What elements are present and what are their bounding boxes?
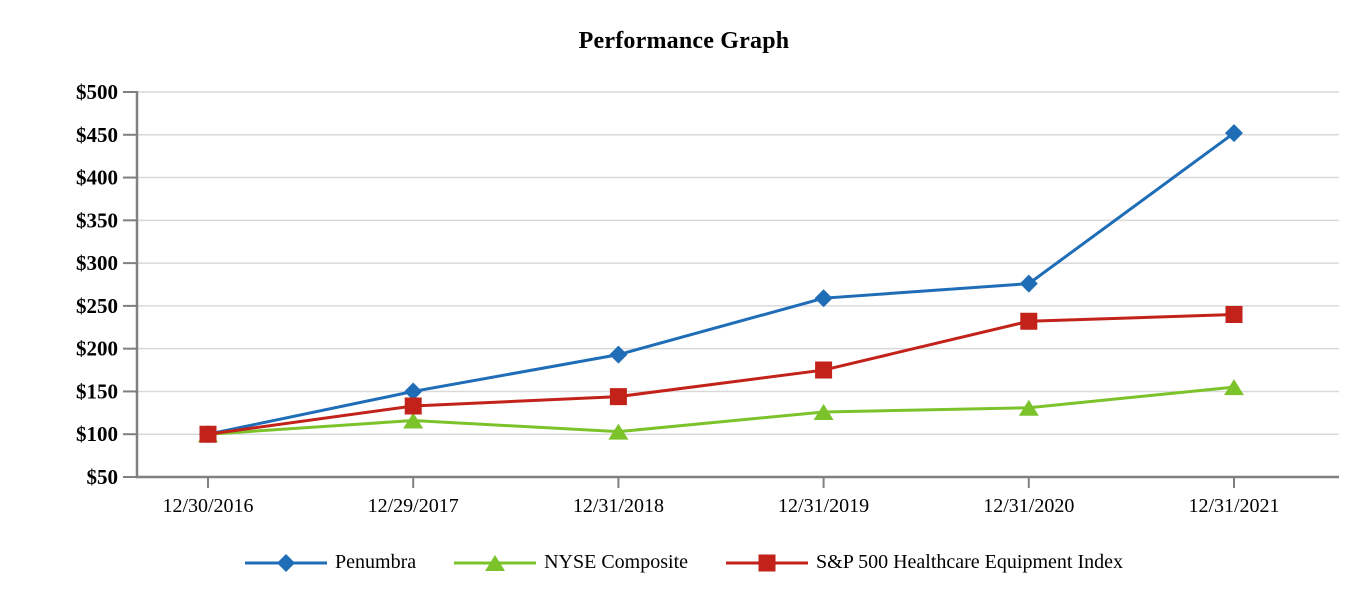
x-axis-tick-label: 12/31/2018 [573,495,664,517]
y-axis-tick-label: $150 [76,379,118,403]
series-line-penumbra [206,131,1236,436]
x-axis-tick-label: 12/31/2019 [778,495,869,517]
marker-s-p-500-healthcare-equipment-index-0 [199,425,217,443]
marker-nyse-composite-5 [1224,379,1244,396]
legend-label: Penumbra [335,551,417,573]
marker-penumbra-2 [609,345,628,364]
legend: Penumbra NYSE Composite S&P 500 Healthcare… [0,551,1368,574]
diamond-legend-marker-icon [245,553,328,572]
legend-label: NYSE Composite [544,551,689,573]
marker-s-p-500-healthcare-equipment-index-1 [404,397,422,415]
marker-nyse-composite-4 [1018,399,1039,416]
y-axis-tick-label: $200 [76,337,118,361]
legend-item-s-p-500-healthcare-equipment-index: S&P 500 Healthcare Equipment Index [726,551,1123,574]
legend-item-penumbra: Penumbra [245,551,416,574]
legend-label: S&P 500 Healthcare Equipment Index [816,551,1123,573]
y-axis-tick-label: $400 [76,166,118,190]
square-legend-marker-icon [726,554,809,571]
marker-s-p-500-healthcare-equipment-index-5 [1225,305,1243,323]
x-axis-tick-label: 12/29/2017 [368,495,459,517]
series-line-s-p-500-healthcare-equipment-index [206,312,1236,436]
y-axis-tick-label: $500 [76,80,118,104]
series-line-nyse-composite [206,385,1236,436]
legend-item-nyse-composite: NYSE Composite [454,551,688,574]
triangle-legend-marker-icon [454,554,537,571]
marker-penumbra-3 [814,289,833,308]
marker-s-p-500-healthcare-equipment-index-4 [1020,312,1038,330]
y-axis-tick-label: $50 [87,465,119,489]
marker-penumbra-5 [1225,124,1243,143]
y-axis-tick-label: $300 [76,251,118,275]
y-axis-tick-label: $250 [76,294,118,318]
marker-nyse-composite-3 [813,403,834,420]
x-axis-tick-label: 12/31/2020 [983,495,1074,517]
x-axis-tick-label: 12/31/2021 [1188,495,1279,517]
marker-penumbra-1 [404,382,423,401]
marker-s-p-500-healthcare-equipment-index-3 [815,361,833,379]
y-axis-tick-label: $350 [76,208,118,232]
y-axis-tick-label: $100 [76,422,118,446]
marker-nyse-composite-1 [403,412,424,429]
marker-penumbra-4 [1019,274,1038,293]
x-axis-tick-label: 12/30/2016 [162,495,253,517]
plot-area: $50 $100 $150 $200 $250 $300 $350 $400 $450 $500 1… [76,80,1339,517]
marker-s-p-500-healthcare-equipment-index-2 [609,388,627,406]
marker-nyse-composite-2 [608,423,629,440]
chart-title: Performance Graph [578,28,790,54]
y-axis-tick-label: $450 [76,123,118,147]
